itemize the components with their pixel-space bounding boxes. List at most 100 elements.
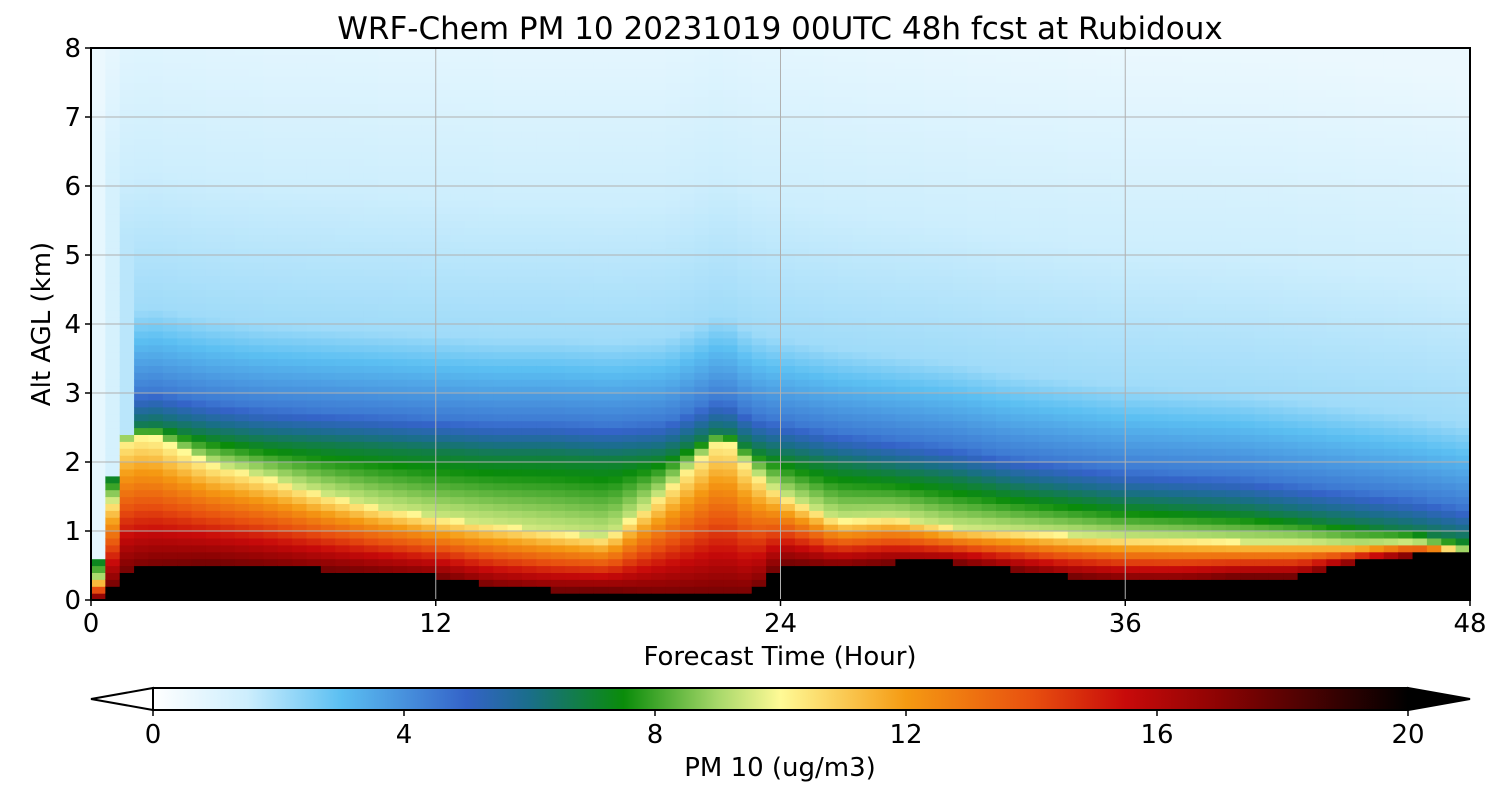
heatmap-cell (119, 227, 135, 235)
heatmap-cell (967, 565, 983, 573)
heatmap-cell (651, 144, 667, 153)
heatmap-cell (593, 68, 609, 77)
heatmap-cell (608, 61, 624, 70)
heatmap-cell (91, 406, 106, 415)
heatmap-cell (794, 82, 810, 90)
heatmap-cell (593, 379, 609, 387)
heatmap-cell (924, 303, 940, 311)
heatmap-cell (766, 172, 782, 180)
heatmap-cell (378, 324, 394, 332)
heatmap-cell (220, 310, 236, 318)
heatmap-cell (320, 206, 336, 215)
heatmap-cell (579, 324, 595, 332)
heatmap-cell (220, 317, 236, 325)
heatmap-cell (263, 517, 279, 525)
heatmap-cell (421, 103, 437, 111)
heatmap-cell (723, 303, 738, 311)
heatmap-cell (751, 482, 767, 491)
heatmap-cell (407, 282, 422, 291)
heatmap-cell (306, 144, 322, 153)
heatmap-cell (105, 227, 121, 235)
heatmap-cell (249, 468, 264, 477)
heatmap-cell (363, 123, 379, 132)
heatmap-cell (119, 186, 135, 194)
heatmap-cell (694, 165, 710, 173)
heatmap-cell (938, 468, 954, 477)
heatmap-cell (809, 482, 825, 491)
heatmap-cell (191, 248, 207, 256)
heatmap-cell (895, 296, 911, 304)
heatmap-cell (478, 82, 494, 90)
heatmap-cell (708, 496, 724, 504)
heatmap-cell (464, 268, 480, 277)
heatmap-cell (335, 372, 351, 380)
heatmap-cell (435, 213, 451, 222)
heatmap-cell (191, 468, 207, 477)
heatmap-cell (134, 96, 150, 104)
heatmap-cell (809, 103, 825, 111)
heatmap-cell (608, 275, 624, 284)
heatmap-cell (507, 261, 523, 270)
heatmap-cell (780, 158, 796, 166)
heatmap-cell (306, 593, 322, 600)
heatmap-cell (909, 337, 925, 346)
heatmap-cell (91, 503, 106, 511)
heatmap-cell (119, 496, 135, 504)
heatmap-cell (981, 517, 997, 525)
heatmap-cell (191, 227, 207, 235)
heatmap-cell (665, 503, 681, 511)
heatmap-cell (191, 165, 207, 173)
heatmap-cell (134, 372, 150, 380)
heatmap-cell (837, 68, 853, 77)
heatmap-cell (306, 227, 322, 235)
heatmap-cell (909, 241, 925, 249)
heatmap-cell (809, 510, 825, 518)
heatmap-cell (450, 282, 466, 291)
heatmap-cell (249, 462, 264, 470)
heatmap-cell (507, 89, 523, 97)
heatmap-cell (234, 393, 250, 401)
heatmap-cell (205, 593, 221, 600)
heatmap-cell (220, 586, 236, 594)
heatmap-cell (435, 468, 451, 477)
heatmap-cell (450, 137, 466, 146)
heatmap-cell (938, 399, 954, 408)
heatmap-cell (234, 213, 250, 222)
heatmap-cell (924, 365, 940, 373)
heatmap-cell (277, 475, 293, 484)
heatmap-cell (852, 386, 868, 394)
heatmap-cell (837, 48, 853, 56)
heatmap-cell (651, 213, 667, 222)
heatmap-cell (823, 434, 839, 442)
heatmap-cell (450, 186, 466, 194)
heatmap-cell (694, 186, 710, 194)
heatmap-cell (378, 172, 394, 180)
heatmap-cell (205, 344, 221, 353)
heatmap-cell (306, 386, 322, 394)
heatmap-cell (363, 192, 379, 201)
heatmap-cell (435, 54, 451, 63)
heatmap-cell (191, 337, 207, 346)
heatmap-cell (909, 427, 925, 435)
heatmap-cell (507, 186, 523, 194)
heatmap-cell (234, 296, 250, 304)
heatmap-cell (521, 441, 537, 449)
heatmap-cell (636, 255, 652, 263)
heatmap-cell (306, 151, 322, 159)
heatmap-cell (464, 524, 480, 532)
heatmap-cell (263, 268, 279, 277)
heatmap-cell (881, 192, 897, 201)
heatmap-cell (335, 206, 351, 215)
heatmap-cell (679, 296, 695, 304)
heatmap-cell (938, 165, 954, 173)
heatmap-cell (723, 117, 738, 125)
heatmap-cell (421, 372, 437, 380)
heatmap-cell (177, 496, 193, 504)
heatmap-cell (507, 234, 523, 242)
heatmap-cell (148, 130, 164, 139)
heatmap-cell (550, 117, 566, 125)
heatmap-cell (723, 579, 738, 587)
heatmap-cell (636, 455, 652, 463)
heatmap-cell (665, 151, 681, 159)
heatmap-cell (837, 558, 853, 567)
